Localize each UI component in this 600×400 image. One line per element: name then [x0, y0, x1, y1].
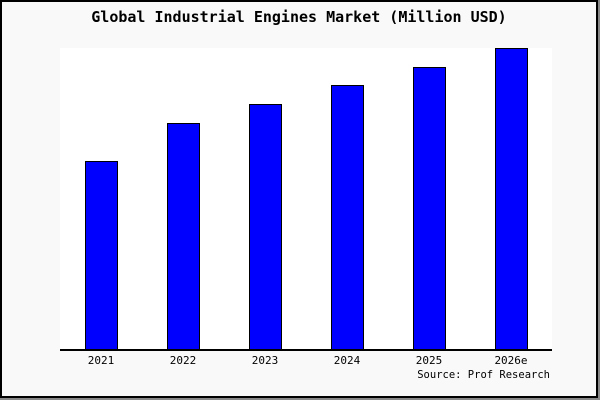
x-tick-label-2022: 2022	[169, 354, 197, 367]
bar-slot-2026e	[470, 48, 552, 349]
bar-2021	[84, 161, 118, 349]
bar-slot-2022	[142, 48, 224, 349]
x-tick-label-2026e: 2026e	[494, 354, 528, 367]
chart-title: Global Industrial Engines Market (Millio…	[91, 8, 507, 26]
x-tick-label-2024: 2024	[333, 354, 361, 367]
bar-2025	[412, 67, 446, 349]
bar-2026e	[494, 48, 528, 349]
bar-slot-2023	[224, 48, 306, 349]
plot-area	[60, 48, 552, 351]
bar-slot-2021	[60, 48, 142, 349]
bar-2024	[330, 85, 364, 349]
bar-2022	[166, 123, 200, 349]
source-note: Source: Prof Research	[417, 369, 550, 381]
x-tick-label-2023: 2023	[251, 354, 279, 367]
bar-slot-2024	[306, 48, 388, 349]
x-tick-row: 2021 2022 2023 2024 2025 2026e	[60, 354, 552, 367]
bar-slot-2025	[388, 48, 470, 349]
x-tick-label-2021: 2021	[87, 354, 115, 367]
x-tick-label-2025: 2025	[415, 354, 443, 367]
bars-row	[60, 48, 552, 349]
bar-2023	[248, 104, 282, 349]
